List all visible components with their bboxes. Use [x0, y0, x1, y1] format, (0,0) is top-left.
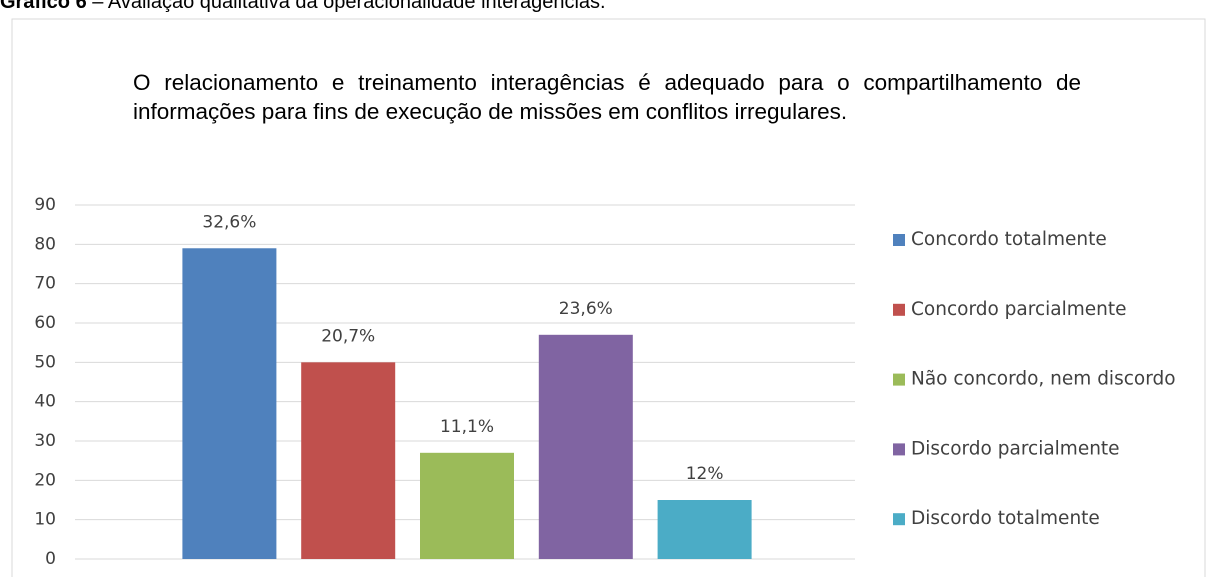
y-tick-label: 70	[34, 274, 56, 294]
y-tick-label: 40	[34, 392, 56, 412]
bar-label: 20,7%	[321, 326, 375, 346]
bar-label: 11,1%	[440, 417, 494, 437]
bar	[420, 452, 514, 559]
legend-swatch	[893, 513, 905, 526]
legend-label: Não concordo, nem discordo	[911, 369, 1176, 390]
y-tick-label: 90	[34, 195, 56, 215]
y-tick-label: 10	[34, 510, 56, 530]
chart-border	[11, 18, 1206, 577]
chart-title: O relacionamento e treinamento interagên…	[133, 70, 1081, 124]
legend-label: Concordo parcialmente	[911, 299, 1127, 320]
bar	[301, 362, 396, 559]
y-tick-label: 80	[34, 234, 56, 254]
bar	[538, 334, 633, 559]
y-tick-label: 60	[34, 313, 56, 333]
legend-label: Discordo totalmente	[911, 508, 1100, 529]
bar-label: 12%	[686, 464, 724, 484]
caption: Gráfico 6 – Avaliação qualitativa da ope…	[0, 0, 606, 14]
y-tick-label: 0	[45, 549, 56, 569]
bar	[657, 500, 752, 559]
bar	[182, 248, 277, 559]
bar-label: 23,6%	[559, 299, 613, 319]
legend-swatch	[893, 303, 905, 316]
y-tick-label: 30	[34, 431, 56, 451]
legend-swatch	[893, 373, 905, 386]
legend-swatch	[893, 234, 905, 246]
y-tick-label: 50	[34, 352, 56, 372]
caption-text: – Avaliação qualitativa da operacionalid…	[92, 0, 606, 13]
caption-label: Gráfico 6	[0, 0, 87, 13]
legend-swatch	[893, 443, 905, 456]
y-tick-label: 20	[34, 470, 56, 490]
legend-label: Discordo parcialmente	[911, 438, 1120, 459]
legend-label: Concordo totalmente	[911, 229, 1107, 250]
bar-label: 32,6%	[202, 212, 256, 232]
